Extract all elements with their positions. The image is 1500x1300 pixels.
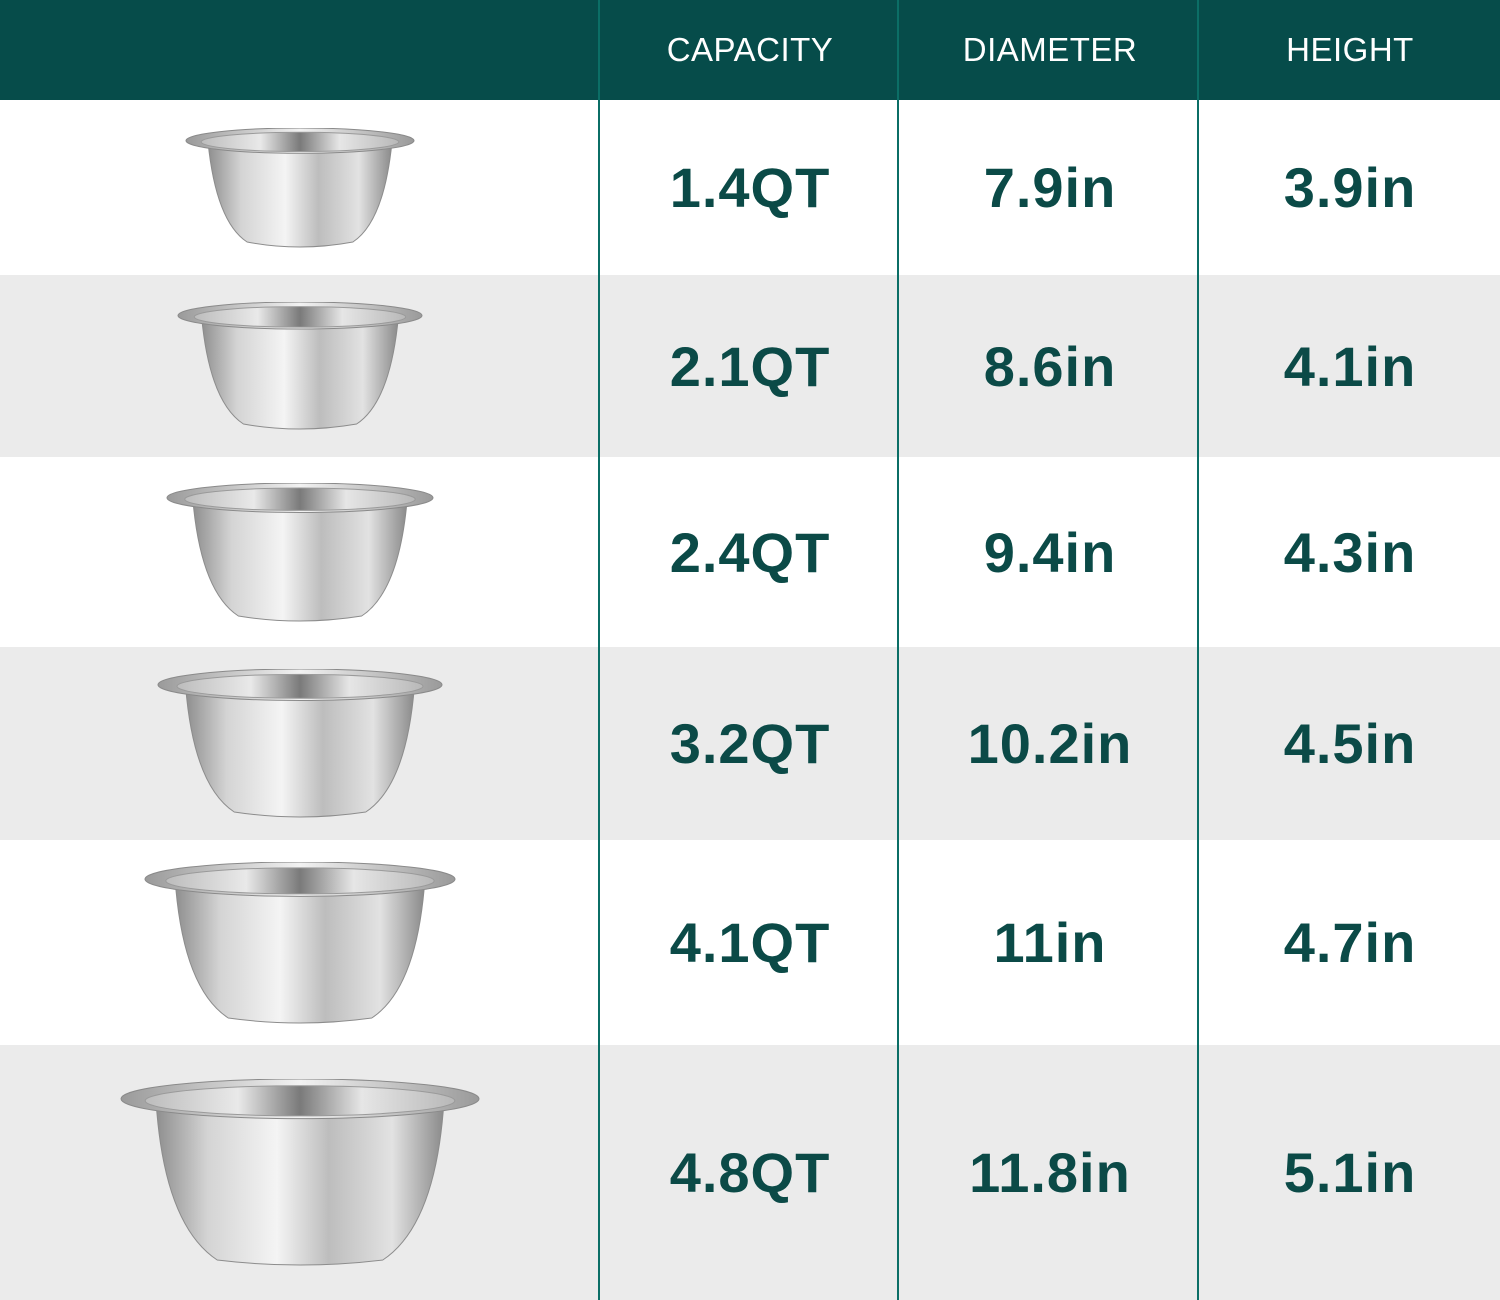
- header-height: HEIGHT: [1286, 31, 1414, 68]
- diameter-value: 11in: [993, 911, 1107, 974]
- diameter-value: 11.8in: [969, 1141, 1131, 1204]
- capacity-value: 3.2QT: [669, 712, 831, 775]
- diameter-value: 8.6in: [983, 334, 1117, 398]
- table-row: 2.1QT 8.6in 4.1in: [0, 275, 1500, 457]
- bowl-icon: [0, 275, 600, 457]
- table-row: 1.4QT 7.9in 3.9in: [0, 100, 1500, 275]
- diameter-value: 7.9in: [983, 156, 1117, 219]
- height-value: 4.3in: [1283, 520, 1417, 584]
- diameter-value: 10.2in: [967, 712, 1133, 775]
- table-row: 4.1QT 11in 4.7in: [0, 840, 1500, 1045]
- table-header: CAPACITY DIAMETER HEIGHT: [0, 0, 1500, 100]
- bowl-icon: [0, 100, 600, 275]
- header-capacity: CAPACITY: [666, 31, 834, 68]
- height-value: 3.9in: [1283, 156, 1417, 219]
- height-value: 4.1in: [1283, 334, 1417, 398]
- capacity-value: 4.8QT: [669, 1141, 831, 1204]
- header-blank: [0, 0, 600, 100]
- capacity-value: 4.1QT: [669, 911, 831, 974]
- height-value: 4.7in: [1283, 911, 1417, 974]
- column-divider: [598, 0, 600, 1300]
- header-diameter: DIAMETER: [962, 31, 1138, 68]
- height-value: 4.5in: [1283, 712, 1417, 775]
- bowl-icon: [0, 840, 600, 1045]
- capacity-value: 1.4QT: [669, 156, 831, 219]
- bowl-icon: [0, 1045, 600, 1300]
- capacity-value: 2.4QT: [669, 520, 831, 584]
- column-divider: [897, 0, 899, 1300]
- table-row: 3.2QT 10.2in 4.5in: [0, 647, 1500, 840]
- diameter-value: 9.4in: [983, 520, 1117, 584]
- height-value: 5.1in: [1283, 1141, 1417, 1204]
- column-divider: [1197, 0, 1199, 1300]
- table-row: 2.4QT 9.4in 4.3in: [0, 457, 1500, 647]
- bowl-icon: [0, 647, 600, 840]
- bowl-icon: [0, 457, 600, 647]
- capacity-value: 2.1QT: [669, 334, 831, 398]
- table-row: 4.8QT 11.8in 5.1in: [0, 1045, 1500, 1300]
